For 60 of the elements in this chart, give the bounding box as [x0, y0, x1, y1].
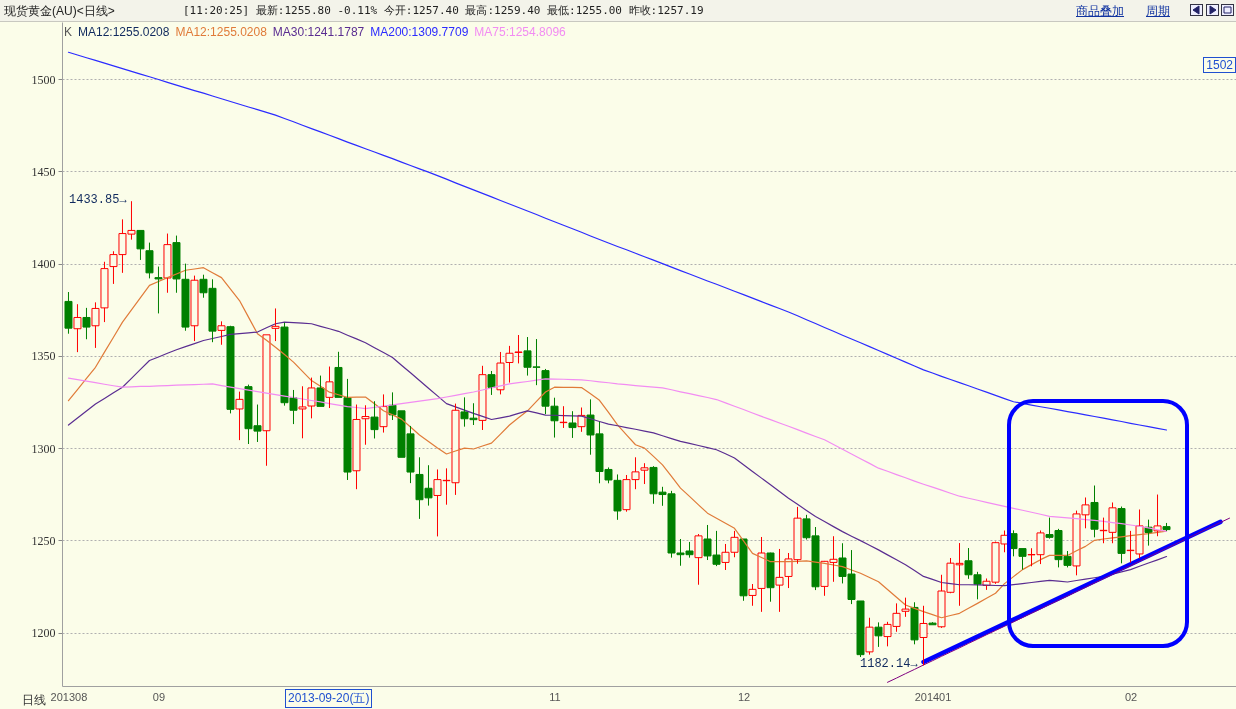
x-tick-label: 201401 [914, 690, 952, 703]
y-tick-label: 1400 [31, 257, 56, 272]
candlestick [775, 548, 784, 613]
candlestick [901, 597, 910, 618]
candlestick [694, 533, 703, 586]
candlestick [487, 370, 496, 396]
text: MA30:1241.1787 [272, 25, 365, 39]
candlestick [865, 617, 874, 656]
candlestick [640, 462, 649, 485]
text: MA75:1254.8096 [474, 25, 566, 39]
candlestick [559, 405, 568, 429]
candlestick [514, 334, 523, 364]
candlestick [352, 404, 361, 490]
chart-subtitle: [11:20:25] 最新:1255.80 -0.11% 今开:1257.40 最高:1259.40 最低:1255.00 昨收:1257.19 [183, 3, 704, 18]
candlestick [73, 303, 82, 353]
text: 商品叠加 [1076, 3, 1124, 20]
candlestick [271, 307, 280, 342]
annotation: 1182.14→ [860, 657, 918, 671]
text: 日线 [22, 692, 46, 709]
candlestick [874, 621, 883, 648]
candlestick [163, 233, 172, 294]
annotation: 1433.85→ [69, 193, 127, 207]
candlestick [379, 393, 388, 434]
text: MA200:1309.7709 [370, 25, 469, 39]
candlestick [82, 307, 91, 340]
candlestick [757, 536, 766, 613]
line-series [67, 51, 1168, 431]
candlestick [910, 601, 919, 645]
candlestick [478, 365, 487, 431]
x-tick-label: 02 [1124, 690, 1138, 703]
y-tick-label: 1200 [31, 626, 56, 641]
x-tick-label: 201308 [50, 690, 88, 703]
annotation: 1502 [1203, 57, 1236, 73]
y-tick-label: 1450 [31, 164, 56, 179]
candlestick [64, 291, 73, 335]
chart-title: 现货黄金(AU)<日线> [4, 3, 115, 20]
text: 2013-09-20(五) [285, 689, 373, 708]
candlestick [1117, 506, 1126, 564]
x-tick-label: 12 [737, 690, 751, 703]
y-tick-label: 1250 [31, 533, 56, 548]
line-series [67, 321, 1168, 587]
annotation: MA12:1255.0208 [78, 25, 170, 39]
candlestick [1162, 522, 1171, 531]
candlestick [1090, 485, 1099, 538]
x-tick-label: 09 [152, 690, 166, 703]
candlestick [226, 326, 235, 414]
y-tick-label: 1300 [31, 441, 56, 456]
candlestick [748, 583, 757, 607]
candlestick [154, 266, 163, 314]
x-tick-label: 11 [549, 690, 561, 703]
y-tick-label: 1350 [31, 349, 56, 364]
candlestick [919, 605, 928, 666]
line-series [921, 519, 1223, 665]
candlestick [361, 404, 370, 446]
annotation: K [64, 25, 73, 39]
text: 周期 [1146, 3, 1170, 20]
candlestick [217, 320, 226, 346]
y-tick-label: 1500 [31, 72, 56, 87]
text: MA12:1255.0208 [175, 25, 267, 39]
candlestick [568, 410, 577, 439]
